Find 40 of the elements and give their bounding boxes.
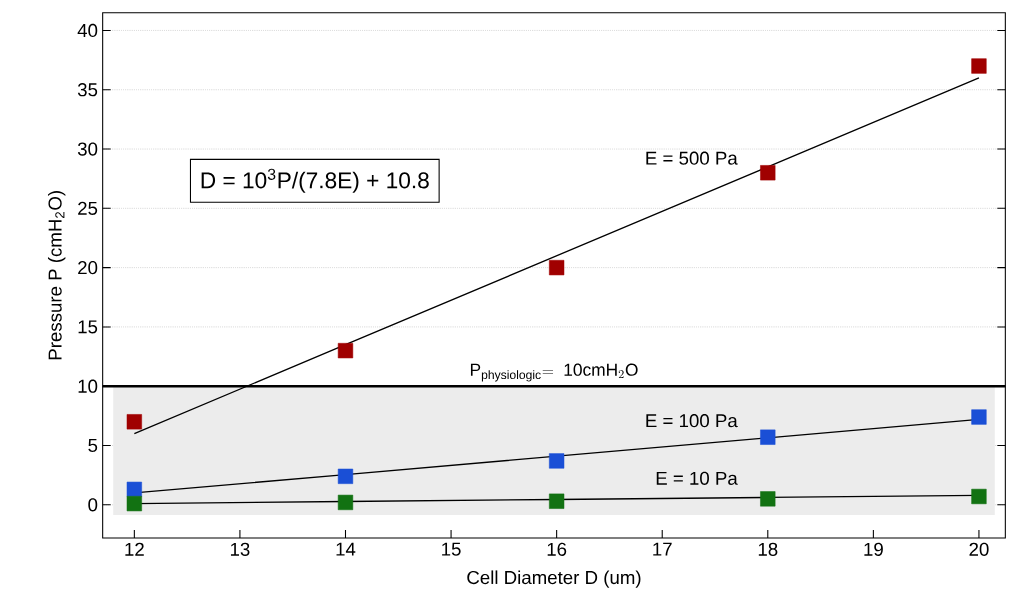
y-tick-label: 40 [77,23,98,38]
point [126,481,142,497]
y-tick-label: 20 [78,261,98,275]
series-label: E = 10 Pa [656,471,738,485]
point [337,494,354,511]
y-tick-label: 30 [77,142,98,156]
x-tick-label: 14 [336,542,356,556]
y-tick-label: 25 [78,201,98,215]
x-tick-label: 18 [758,542,778,556]
point [337,343,354,359]
x-tick-label: 19 [864,542,883,556]
series-label: E = 100 Pa [646,414,738,428]
y-axis-title: Pressure P (cmH$_{2}$O) [47,191,66,360]
y-tick-label: 10 [78,379,98,393]
x-tick-label: 13 [230,542,250,556]
point [760,165,776,181]
point [126,496,142,512]
x-tick-label: 16 [547,542,567,556]
x-tick-label: 17 [653,542,672,556]
point [549,260,565,276]
ref-line-label: $\mathrm{P}_{\mathrm{physiologic}}\mathrm{=\ 10cmH}_{2}\mathrm{O}$ [470,363,638,382]
point [549,453,565,469]
point [126,414,142,430]
point [971,488,987,505]
y-tick-label: 15 [78,320,98,334]
point [549,493,565,509]
point [971,409,987,425]
y-tick-label: 5 [88,438,98,453]
point [337,468,354,484]
point [971,58,987,74]
y-tick-label: 0 [88,498,98,512]
x-axis-title: Cell Diameter D (um) [467,570,641,588]
point [760,491,776,507]
y-tick-label: 35 [77,83,98,97]
x-tick-label: 15 [442,542,461,556]
annotation: D = 10$^{3}$P/(7.8E) + 10.8 [201,168,429,193]
point [760,429,776,445]
x-tick-label: 20 [969,542,989,556]
series-label: E = 500 Pa [646,151,738,165]
x-tick-label: 12 [125,542,144,556]
